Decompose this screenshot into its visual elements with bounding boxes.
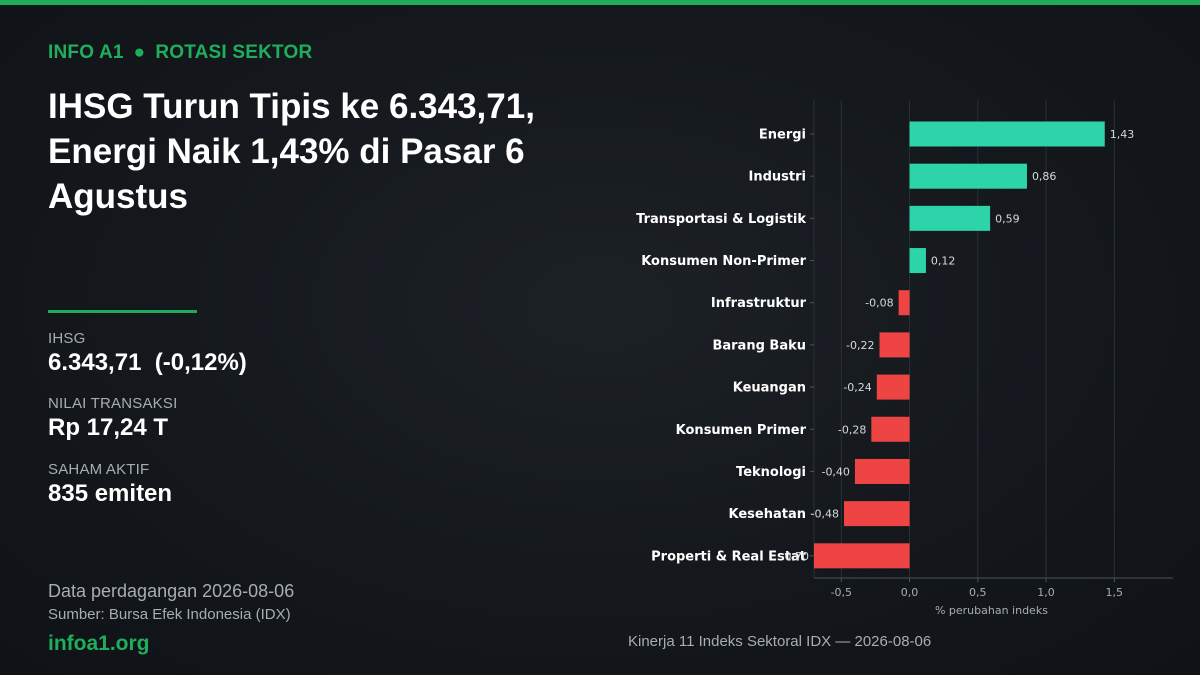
- bar: [854, 458, 910, 484]
- category-label: Energi: [759, 128, 806, 143]
- stat-active-value: 835 emiten: [48, 480, 173, 507]
- top-accent-bar: [0, 0, 1200, 5]
- stat-transaction-value: Rp 17,24 T: [48, 414, 169, 441]
- data-label: 1,43: [1110, 128, 1135, 141]
- stat-ihsg: IHSG 6.343,71 (-0,12%): [48, 330, 247, 377]
- stat-active-label: SAHAM AKTIF: [48, 461, 150, 478]
- chart-title: Kinerja 11 Indeks Sektoral IDX — 2026-08…: [628, 633, 932, 650]
- x-tick-label: 1,0: [1037, 586, 1055, 599]
- bar: [879, 332, 910, 358]
- kicker-section: ROTASI SEKTOR: [155, 42, 313, 63]
- bar: [909, 248, 926, 274]
- headline: IHSG Turun Tipis ke 6.343,71, Energi Nai…: [48, 87, 535, 216]
- stat-ihsg-value: 6.343,71 (-0,12%): [48, 349, 247, 376]
- divider: [48, 310, 197, 313]
- footer-source: Sumber: Bursa Efek Indonesia (IDX): [48, 606, 291, 623]
- x-tick-label: 0,5: [969, 586, 987, 599]
- x-tick-label: 1,5: [1106, 586, 1124, 599]
- bullet-icon: ●: [133, 42, 146, 63]
- data-label: 0,59: [995, 212, 1020, 225]
- data-label: -0,22: [846, 339, 874, 352]
- footer-date: Data perdagangan 2026-08-06: [48, 581, 295, 601]
- footer-site-link[interactable]: infoa1.org: [48, 632, 150, 655]
- category-label: Barang Baku: [712, 338, 806, 353]
- data-label: 0,86: [1032, 170, 1057, 183]
- bar: [909, 121, 1105, 147]
- category-label: Transportasi & Logistik: [636, 212, 806, 227]
- bar: [909, 163, 1027, 189]
- category-label: Kesehatan: [729, 507, 807, 522]
- category-label: Konsumen Primer: [676, 423, 807, 438]
- data-label: -0,08: [865, 297, 893, 310]
- category-label: Teknologi: [736, 465, 806, 480]
- category-label: Keuangan: [733, 381, 806, 396]
- bar: [871, 416, 910, 442]
- stat-transaction-label: NILAI TRANSAKSI: [48, 395, 178, 412]
- kicker-brand: INFO A1: [48, 42, 124, 63]
- bar: [844, 501, 910, 527]
- data-label: -0,24: [843, 381, 871, 394]
- data-label: -0,70: [781, 550, 809, 563]
- bar: [814, 543, 910, 569]
- x-axis-label: % perubahan indeks: [935, 604, 1048, 617]
- category-label: Konsumen Non-Primer: [641, 254, 806, 269]
- x-tick-label: -0,5: [831, 586, 852, 599]
- stat-ihsg-label: IHSG: [48, 330, 86, 347]
- stat-transaction: NILAI TRANSAKSI Rp 17,24 T: [48, 395, 177, 442]
- stat-active: SAHAM AKTIF 835 emiten: [48, 461, 172, 508]
- x-tick-label: 0,0: [901, 586, 919, 599]
- category-label: Industri: [749, 170, 806, 185]
- bar: [876, 374, 910, 400]
- category-label: Properti & Real Estat: [651, 549, 806, 564]
- data-label: -0,48: [811, 508, 839, 521]
- kicker: INFO A1 ● ROTASI SEKTOR: [48, 42, 312, 64]
- data-label: 0,12: [931, 255, 956, 268]
- bar: [909, 205, 991, 231]
- bar: [898, 290, 910, 316]
- category-label: Infrastruktur: [711, 296, 807, 311]
- data-label: -0,40: [821, 465, 849, 478]
- data-label: -0,28: [838, 423, 866, 436]
